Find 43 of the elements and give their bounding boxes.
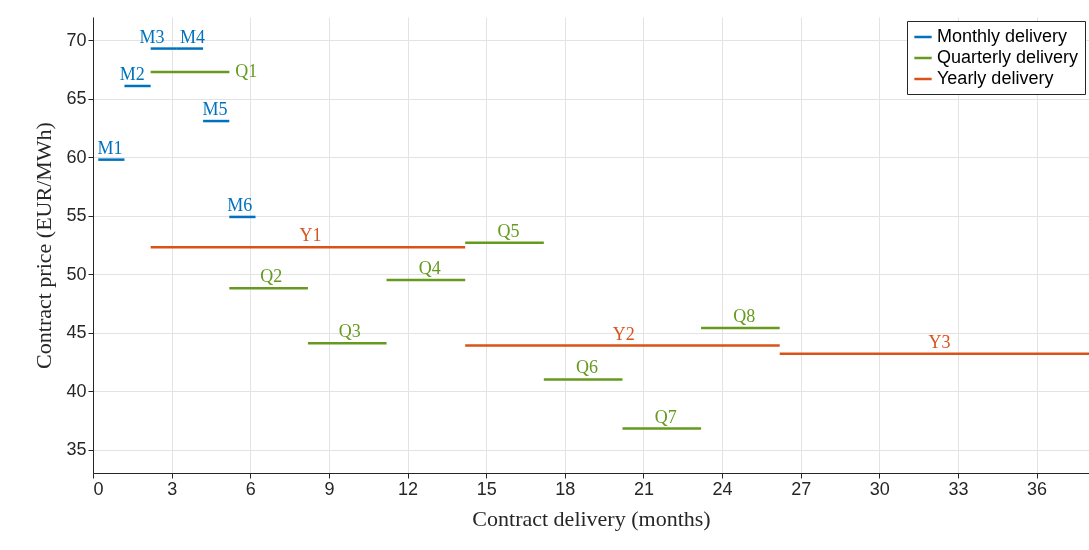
annotation: M6 <box>227 194 253 215</box>
y-tick-label: 50 <box>66 263 87 284</box>
y-tick-label: 60 <box>66 146 87 167</box>
annotation: M3 <box>139 26 165 47</box>
legend-label: Monthly delivery <box>937 26 1068 46</box>
x-tick-label: 12 <box>398 478 419 499</box>
legend-label: Yearly delivery <box>937 68 1054 88</box>
x-axis-title: Contract delivery (months) <box>472 505 711 531</box>
annotation: M5 <box>202 99 228 120</box>
y-tick-label: 45 <box>66 322 87 343</box>
annotation: M4 <box>180 26 206 47</box>
x-tick-label: 3 <box>167 478 178 499</box>
y-axis-title: Contract price (EUR/MWh) <box>31 122 57 369</box>
annotation: Y1 <box>299 225 322 246</box>
y-tick-label: 65 <box>66 88 87 109</box>
x-tick-label: 0 <box>93 478 104 499</box>
x-tick-label: 24 <box>712 478 733 499</box>
annotation: Q8 <box>733 306 756 327</box>
x-tick-label: 15 <box>476 478 497 499</box>
x-tick-label: 18 <box>555 478 576 499</box>
x-tick-label: 9 <box>324 478 335 499</box>
y-tick-label: 70 <box>66 29 87 50</box>
annotation: Q1 <box>235 60 258 81</box>
y-tick-label: 40 <box>66 380 87 401</box>
x-tick-label: 33 <box>948 478 969 499</box>
y-tick-label: 35 <box>66 439 87 460</box>
y-tick-label: 55 <box>66 205 87 226</box>
x-tick-label: 30 <box>869 478 890 499</box>
x-tick-label: 27 <box>791 478 812 499</box>
annotation: Q4 <box>418 258 441 279</box>
x-tick-label: 36 <box>1027 478 1048 499</box>
annotation: Q7 <box>654 406 677 427</box>
annotation: Q2 <box>260 266 283 287</box>
annotation: M2 <box>119 63 145 84</box>
legend-label: Quarterly delivery <box>937 47 1079 67</box>
x-tick-label: 21 <box>633 478 654 499</box>
annotation: Y3 <box>928 331 951 352</box>
x-tick-label: 6 <box>245 478 256 499</box>
annotation: M1 <box>97 137 123 158</box>
annotation: Q5 <box>497 220 520 241</box>
annotation: Y2 <box>612 323 635 344</box>
annotation: Q6 <box>576 357 599 378</box>
annotation: Q3 <box>338 321 361 342</box>
